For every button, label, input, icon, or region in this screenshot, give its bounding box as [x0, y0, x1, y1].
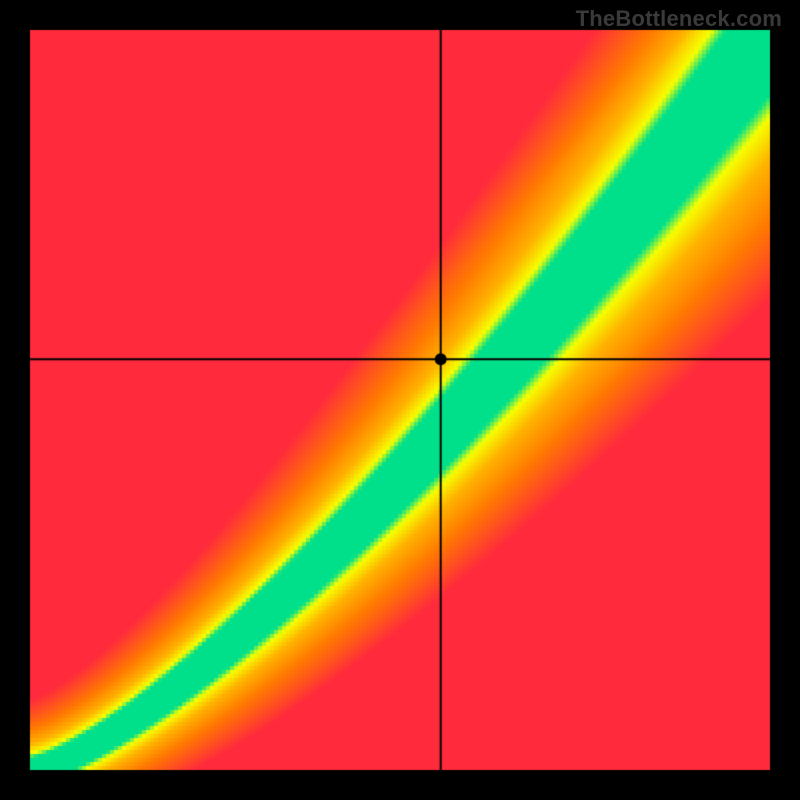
- bottleneck-heatmap: [0, 0, 800, 800]
- watermark-text: TheBottleneck.com: [576, 6, 782, 32]
- chart-container: TheBottleneck.com: [0, 0, 800, 800]
